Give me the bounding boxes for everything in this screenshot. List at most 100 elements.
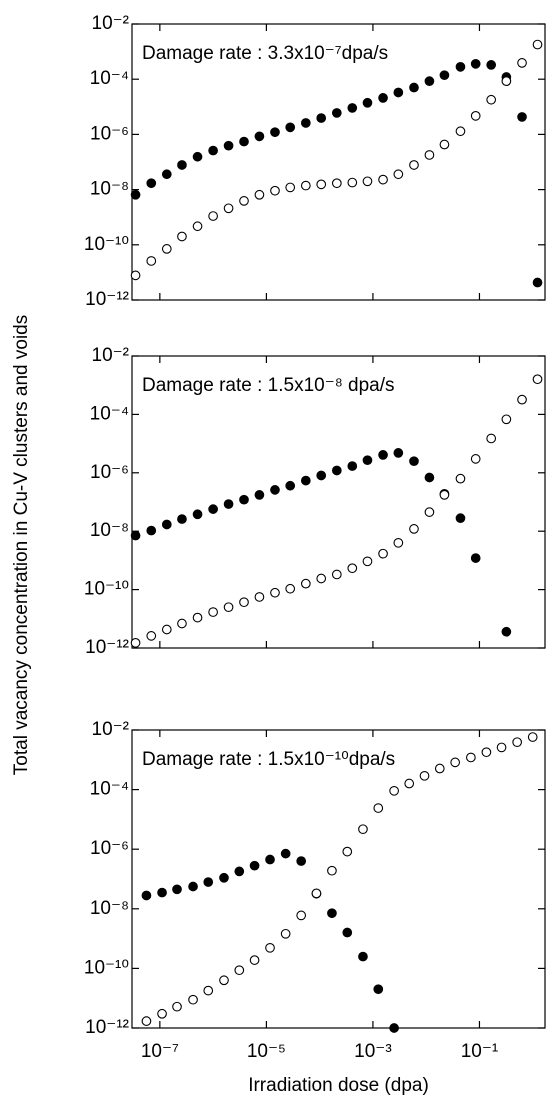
y-tick-label: 10⁻¹⁰ <box>84 579 129 600</box>
filled-point <box>296 856 307 866</box>
open-point <box>285 583 296 594</box>
filled-point <box>424 76 435 86</box>
filled-point <box>254 490 265 500</box>
open-point <box>517 58 527 68</box>
open-point <box>270 587 280 598</box>
filled-point <box>280 848 291 859</box>
open-point <box>208 607 218 617</box>
y-tick-label: 10⁻⁶ <box>90 123 129 144</box>
open-point <box>285 182 296 193</box>
filled-point <box>188 881 198 892</box>
open-point <box>177 231 187 242</box>
filled-point <box>219 872 229 883</box>
panel-title: Damage rate : 3.3x10⁻⁷dpa/s <box>142 43 388 64</box>
y-tick-label: 10⁻⁸ <box>90 898 129 919</box>
y-tick-label: 10⁻¹² <box>85 289 129 310</box>
filled-point <box>486 60 497 70</box>
x-tick-label: 10⁻⁵ <box>247 1041 286 1062</box>
y-tick-label: 10⁻⁸ <box>90 520 129 541</box>
open-point <box>161 244 172 254</box>
open-point <box>409 160 419 170</box>
open-point <box>208 211 218 221</box>
filled-point <box>470 58 481 69</box>
open-point <box>393 169 404 180</box>
open-point <box>409 524 419 534</box>
filled-point <box>223 140 234 151</box>
filled-point <box>373 984 384 995</box>
filled-point <box>327 908 337 919</box>
open-point <box>177 618 187 629</box>
filled-point <box>203 877 214 887</box>
open-point <box>270 185 280 196</box>
open-point <box>265 942 275 953</box>
y-tick-label: 10⁻¹⁰ <box>84 234 129 255</box>
open-point <box>331 569 342 580</box>
plot-frame <box>131 355 546 649</box>
x-tick-label: 10⁻⁷ <box>141 1041 179 1062</box>
open-point <box>501 414 512 425</box>
filled-point <box>424 472 435 483</box>
filled-point <box>141 890 152 901</box>
y-tick-label: 10⁻¹⁰ <box>84 957 129 978</box>
open-point <box>470 454 481 464</box>
open-point <box>188 994 198 1005</box>
open-point <box>496 742 507 753</box>
filled-point <box>285 122 296 133</box>
filled-point <box>439 70 450 81</box>
filled-point <box>239 494 249 505</box>
filled-point <box>130 530 141 541</box>
open-point <box>249 955 260 965</box>
filled-point <box>285 480 296 491</box>
open-point <box>378 174 388 185</box>
filled-point <box>234 866 245 877</box>
open-point <box>378 548 388 559</box>
open-point <box>157 1008 167 1019</box>
open-point <box>455 126 466 137</box>
filled-point <box>455 513 466 523</box>
open-point <box>203 985 214 996</box>
open-point <box>486 433 497 444</box>
open-point <box>404 778 415 789</box>
filled-point <box>300 475 311 486</box>
filled-point <box>157 887 167 898</box>
y-axis-label: Total vacancy concentration in Cu-V clus… <box>11 315 32 775</box>
open-point <box>311 888 322 899</box>
open-point <box>239 196 249 206</box>
filled-point <box>389 1023 399 1033</box>
open-point <box>327 865 337 876</box>
open-point <box>424 507 435 517</box>
open-point <box>450 757 461 768</box>
filled-point <box>177 514 187 524</box>
x-tick-label: 10⁻³ <box>354 1041 392 1062</box>
filled-point <box>146 525 157 536</box>
open-point <box>439 490 450 500</box>
filled-point <box>347 103 358 113</box>
open-point <box>296 910 307 921</box>
open-point <box>146 631 157 641</box>
open-point <box>362 176 373 187</box>
filled-point <box>316 113 327 123</box>
filled-point <box>347 461 358 471</box>
open-point <box>532 39 543 50</box>
filled-point <box>270 127 280 138</box>
filled-point <box>254 131 265 142</box>
open-point <box>300 180 311 191</box>
filled-point <box>161 169 172 180</box>
y-tick-label: 10⁻⁴ <box>90 68 129 89</box>
open-point <box>172 1001 182 1012</box>
filled-point <box>265 854 275 865</box>
open-point <box>419 770 430 781</box>
plot-frame <box>131 23 546 301</box>
open-point <box>280 928 291 939</box>
filled-point <box>378 450 388 460</box>
filled-point <box>342 927 353 938</box>
filled-point <box>161 519 172 530</box>
filled-point <box>239 136 249 147</box>
open-point <box>234 965 245 976</box>
x-axis-label: Irradiation dose (dpa) <box>248 1075 429 1096</box>
open-point <box>192 221 203 232</box>
open-point <box>470 111 481 121</box>
filled-point <box>331 108 342 118</box>
panel-title: Damage rate : 1.5x10⁻¹⁰dpa/s <box>142 749 395 770</box>
